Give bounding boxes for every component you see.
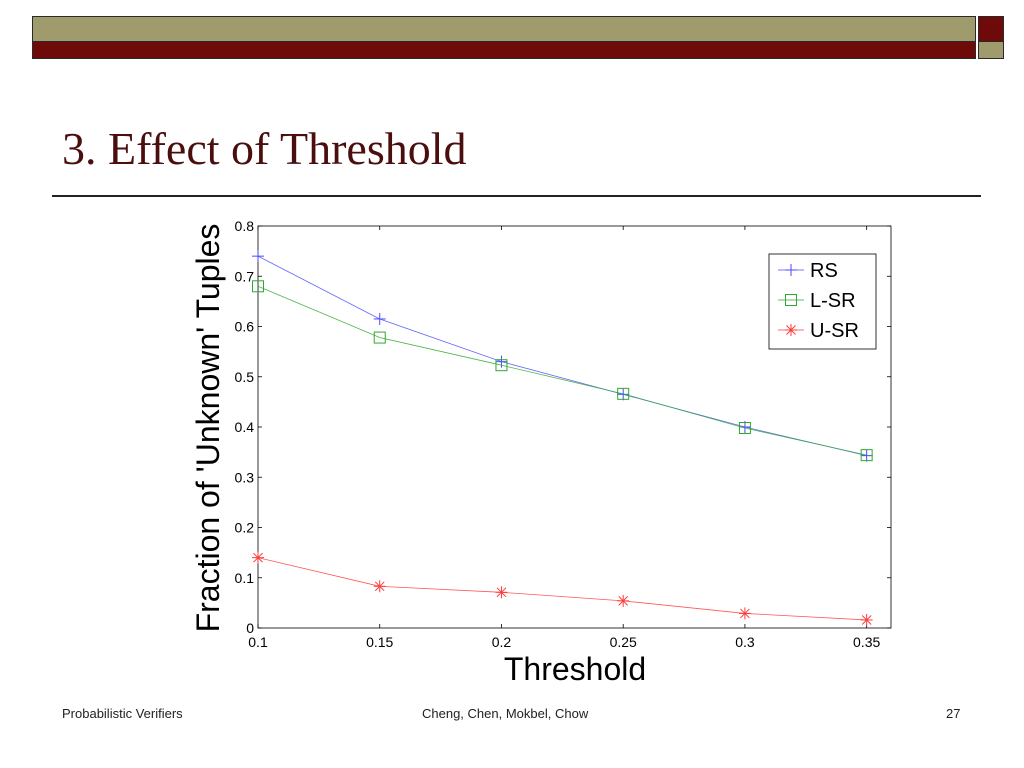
- header-square-olive: [978, 42, 1004, 59]
- y-tick-label: 0.4: [235, 419, 255, 435]
- series-line-u-sr: [257, 557, 867, 621]
- data-point: [252, 280, 264, 293]
- x-tick-label: 0.2: [492, 634, 512, 650]
- y-axis-label: Fraction of 'Unknown' Tuples: [190, 224, 226, 633]
- x-tick-label: 0.25: [610, 634, 637, 650]
- legend-item: RS: [778, 260, 838, 282]
- footer-authors: Cheng, Chen, Mokbel, Chow: [422, 706, 589, 721]
- y-tick-label: 0.2: [235, 520, 255, 536]
- chart-axes: 00.10.20.30.40.50.60.70.80.1 0.15 0.2 0.25 0…: [235, 218, 892, 650]
- header-bar-maroon: [32, 42, 976, 59]
- legend-label: U-SR: [810, 320, 859, 342]
- chart-legend: RS L-SR U-SR: [768, 253, 877, 350]
- y-tick-label: 0.8: [235, 218, 255, 234]
- x-axis-label: Threshold: [504, 651, 646, 687]
- data-point: [860, 449, 873, 462]
- data-point: [738, 422, 751, 435]
- y-tick-label: 0.5: [235, 369, 255, 385]
- chart-series: [252, 250, 873, 626]
- legend-label: L-SR: [810, 290, 856, 312]
- data-point: [617, 594, 630, 607]
- data-point: [860, 613, 873, 626]
- header-bar-olive: [32, 16, 976, 42]
- legend-item: L-SR: [778, 290, 856, 312]
- legend-label: RS: [810, 260, 838, 282]
- data-point: [373, 331, 386, 344]
- y-tick-label: 0.3: [235, 469, 255, 485]
- footer-page-number: 27: [946, 706, 961, 721]
- data-point: [495, 586, 508, 599]
- y-tick-label: 0: [246, 620, 254, 636]
- x-tick-label: 0.35: [853, 634, 880, 650]
- data-point: [495, 359, 508, 372]
- y-tick-label: 0.6: [235, 319, 255, 335]
- data-point: [738, 607, 751, 620]
- slide-title: 3. Effect of Threshold: [62, 123, 467, 174]
- x-tick-label: 0.15: [366, 634, 393, 650]
- data-point: [785, 264, 797, 276]
- data-point: [860, 449, 873, 462]
- data-point: [617, 387, 630, 400]
- x-tick-label: 0.3: [735, 634, 755, 650]
- title-divider: [52, 195, 981, 197]
- data-point: [252, 551, 264, 564]
- data-point: [785, 294, 797, 306]
- y-tick-label: 0.1: [235, 570, 255, 586]
- data-point: [373, 312, 386, 325]
- header-square-maroon: [978, 16, 1004, 42]
- data-point: [373, 580, 386, 593]
- x-tick-label: 0.1: [248, 634, 268, 650]
- data-point: [252, 250, 264, 263]
- data-point: [785, 324, 797, 336]
- data-point: [617, 388, 630, 401]
- y-tick-label: 0.7: [235, 268, 255, 284]
- legend-item: U-SR: [778, 320, 859, 342]
- series-line-rs: [257, 255, 867, 457]
- series-line-l-sr: [257, 285, 867, 456]
- footer-presentation-title: Probabilistic Verifiers: [62, 706, 183, 721]
- data-point: [495, 355, 508, 368]
